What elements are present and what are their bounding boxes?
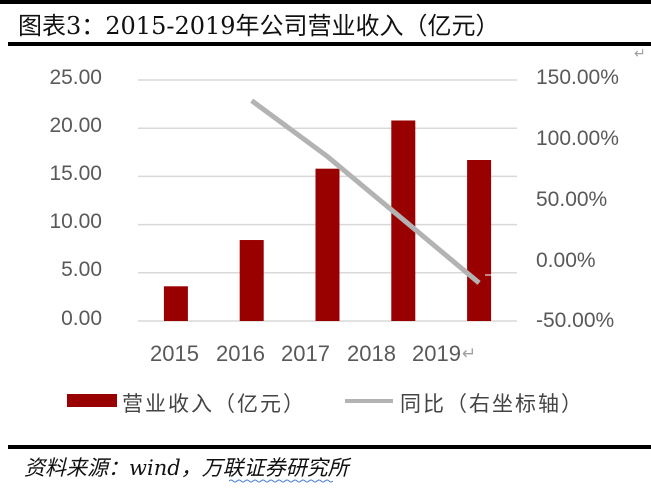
source-divider xyxy=(8,445,651,449)
right-axis-tick: 150.00% xyxy=(536,66,619,89)
left-axis-tick: 20.00 xyxy=(49,114,102,137)
title-underline xyxy=(8,42,651,46)
paragraph-mark: ↵ xyxy=(634,46,646,62)
legend-bar-swatch xyxy=(67,394,117,407)
yoy-growth-line xyxy=(250,98,481,285)
left-axis-tick: 15.00 xyxy=(49,162,102,185)
paragraph-mark: ↵ xyxy=(462,344,477,364)
legend-bar-label: 营业收入（亿元） xyxy=(122,392,306,416)
right-axis-tick: 100.00% xyxy=(536,127,619,150)
chart-title: 图表3：2015-2019年公司营业收入（亿元） xyxy=(18,12,500,40)
right-axis-tick: 0.00% xyxy=(536,249,596,272)
x-axis-tick: 2018 xyxy=(347,341,396,366)
spellcheck-underline xyxy=(229,479,333,483)
x-axis-tick: 2015 xyxy=(150,341,199,366)
top-border xyxy=(0,0,651,4)
legend-line-swatch xyxy=(345,399,393,403)
legend-line-label: 同比（右坐标轴） xyxy=(400,392,584,416)
revenue-bar xyxy=(315,168,340,321)
left-axis-tick: 25.00 xyxy=(49,66,102,89)
right-axis-tick: 50.00% xyxy=(536,188,608,211)
left-axis-tick: 0.00 xyxy=(61,307,102,330)
x-axis-tick: 2016 xyxy=(216,341,265,366)
revenue-bar xyxy=(163,286,188,321)
left-axis-tick: 5.00 xyxy=(61,258,102,281)
x-axis-tick: 2019 xyxy=(412,341,461,366)
x-axis-tick: 2017 xyxy=(281,341,330,366)
left-axis-tick: 10.00 xyxy=(49,210,102,233)
source-note: 资料来源：wind，万联证券研究所 xyxy=(24,456,349,480)
revenue-bar xyxy=(467,160,492,321)
revenue-bar xyxy=(239,240,264,321)
right-axis-tick: -50.00% xyxy=(536,309,615,332)
